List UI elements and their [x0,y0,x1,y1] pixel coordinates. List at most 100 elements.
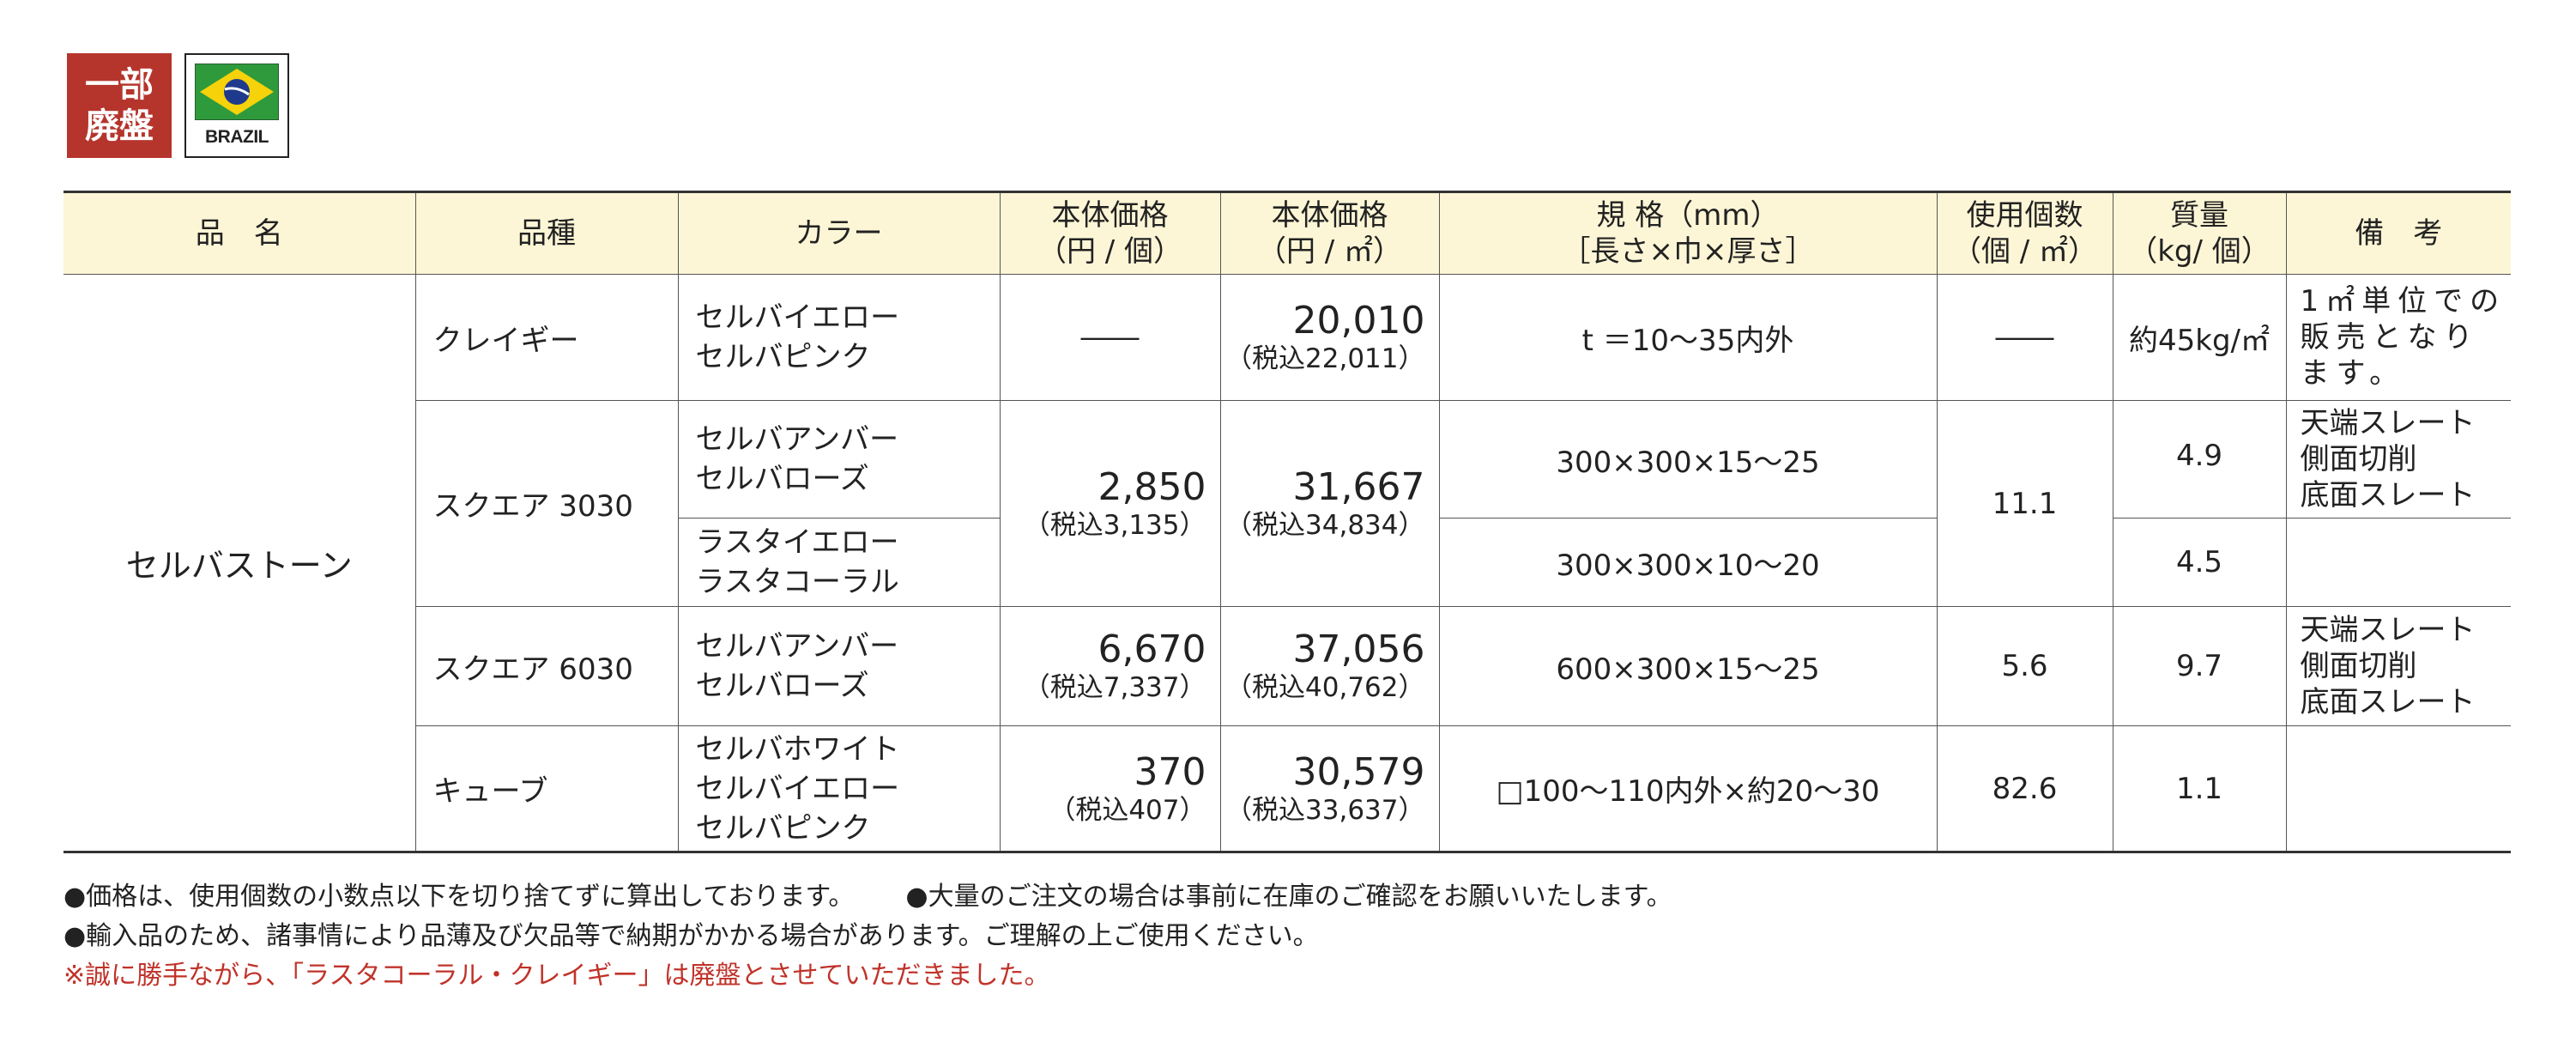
footnote-line: ●価格は、使用個数の小数点以下を切り捨てずに算出しております。 ●大量のご注文の場… [63,877,1672,917]
badge-line-2: 廃盤 [85,106,154,146]
footnote-line: ※誠に勝手ながら、「ラスタコーラル・クレイギー」は廃盤とさせていただきました。 [63,956,1672,996]
header-variety: 品種 [414,191,679,275]
color-name: セルバホワイト [695,731,900,767]
price-piece-cell: 6,670 （税込7,337） [999,606,1221,726]
table-row: スクエア 6030 セルバアンバー セルバローズ 6,670 （税込7,337）… [63,606,2511,726]
table-row: ラスタイエロー ラスタコーラル 300×300×10〜20 4.5 [63,518,2511,607]
spec-cell: 600×300×15〜25 [1438,606,1938,726]
variety-cell: キューブ [415,725,679,853]
count-cell: 11.1 [1936,400,2113,607]
footnote-import: ●輸入品のため、諸事情により品薄及び欠品等で納期がかかる場合があります。ご理解の… [63,921,1319,951]
color-name: セルバローズ [695,669,869,703]
price-sqm-cell: 37,056 （税込40,762） [1219,606,1440,726]
remarks-cell: 1㎡単位での販売となります。 [2285,274,2511,401]
price-piece-cell: 370 （税込407） [999,725,1221,853]
remark-line: 側面切削 [2300,649,2417,683]
color-name: セルバローズ [695,462,869,496]
product-name: セルバストーン [63,274,416,853]
header-weight: 質量 （kg/ 個） [2112,191,2287,275]
footnotes: ●価格は、使用個数の小数点以下を切り捨てずに算出しております。 ●大量のご注文の場… [63,877,1672,996]
price-tax: （税込33,637） [1225,794,1425,826]
count-cell: ―― [1936,274,2113,401]
weight-cell: 4.5 [2112,518,2287,607]
header-price-piece: 本体価格 （円 / 個） [999,191,1221,275]
remarks-cell [2285,518,2511,607]
price-value: 20,010 [1292,299,1425,343]
remarks-cell: 天端スレート 側面切削 底面スレート [2285,400,2511,518]
header-spec-line1: 規 格（mm） [1596,198,1780,233]
price-tax: （税込34,834） [1225,509,1425,541]
price-value: 370 [1134,749,1206,794]
price-tax: （税込22,011） [1225,343,1425,374]
remark-line: 底面スレート [2300,685,2476,719]
color-name: セルバイエロー [695,300,900,335]
country-badge: BRAZIL [184,53,289,158]
color-name: セルバアンバー [695,422,899,457]
footnote-line: ●輸入品のため、諸事情により品薄及び欠品等で納期がかかる場合があります。ご理解の… [63,917,1672,956]
spec-cell: 300×300×10〜20 [1438,518,1938,607]
price-value: 30,579 [1292,749,1425,794]
header-price-piece-line2: （円 / 個） [1037,234,1183,269]
header-count: 使用個数 （個 / ㎡） [1936,191,2113,275]
price-value: 2,850 [1098,464,1206,509]
price-piece-cell: 2,850 （税込3,135） [999,400,1221,607]
variety-cell: クレイギー [414,274,679,401]
color-cell: ラスタイエロー ラスタコーラル [678,518,1001,607]
price-value: 6,670 [1098,628,1206,671]
count-cell: 5.6 [1936,606,2113,726]
color-name: セルバイエロー [695,771,900,806]
price-sqm-cell: 20,010 （税込22,011） [1219,274,1440,401]
spec-cell: □100〜110内外×約20〜30 [1438,725,1938,853]
color-name: ラスタイエロー [695,525,899,560]
price-tax: （税込40,762） [1225,672,1425,703]
price-sqm-cell: 30,579 （税込33,637） [1219,725,1440,853]
spec-cell: t ＝10〜35内外 [1438,274,1938,401]
header-weight-line1: 質量 [2170,198,2228,233]
price-value: 37,056 [1292,628,1425,671]
remarks-cell: 天端スレート 側面切削 底面スレート [2285,606,2511,726]
price-tax: （税込3,135） [1023,509,1206,541]
footnote-discontinued: ※誠に勝手ながら、「ラスタコーラル・クレイギー」は廃盤とさせていただきました。 [63,961,1050,991]
product-spec-table: 品 名 品種 カラー 本体価格 （円 / 個） 本体価格 （円 / ㎡） 規 格… [63,191,2511,853]
price-tax: （税込407） [1049,794,1206,826]
brazil-flag-icon [195,64,279,120]
color-cell: セルバイエロー セルバピンク [677,274,1001,401]
variety-cell: スクエア 6030 [415,606,679,726]
weight-cell: 4.9 [2112,400,2287,518]
header-remarks: 備 考 [2285,191,2511,275]
price-piece-cell: ―― [999,274,1221,401]
discontinued-badge: 一部 廃盤 [67,53,172,158]
color-name: セルバピンク [695,810,871,846]
color-cell: セルバホワイト セルバイエロー セルバピンク [677,725,1001,853]
header-price-sqm-line1: 本体価格 [1271,198,1388,233]
color-name: ラスタコーラル [695,565,899,599]
color-cell: セルバアンバー セルバローズ [677,606,1001,726]
color-cell: セルバアンバー セルバローズ [677,400,1001,518]
price-value: 31,667 [1292,464,1425,509]
variety-cell: スクエア 3030 [415,400,679,607]
table-header-row: 品 名 品種 カラー 本体価格 （円 / 個） 本体価格 （円 / ㎡） 規 格… [63,191,2511,275]
country-label: BRAZIL [205,127,269,147]
weight-cell: 約45kg/㎡ [2112,274,2287,401]
remark-line: 底面スレート [2300,478,2476,512]
remark-line: 天端スレート [2300,613,2476,647]
header-price-sqm: 本体価格 （円 / ㎡） [1219,191,1440,275]
weight-cell: 1.1 [2112,725,2287,853]
header-price-sqm-line2: （円 / ㎡） [1256,234,1403,269]
header-color: カラー [677,191,1001,275]
color-name: セルバピンク [695,340,871,374]
footnote-price: ●価格は、使用個数の小数点以下を切り捨てずに算出しております。 [63,882,855,912]
spec-cell: 300×300×15〜25 [1438,400,1938,518]
header-spec-line2: ［長さ×巾×厚さ］ [1561,234,1815,269]
remarks-cell [2285,725,2511,853]
header-spec: 規 格（mm） ［長さ×巾×厚さ］ [1438,191,1938,275]
header-weight-line2: （kg/ 個） [2128,234,2271,269]
header-count-line2: （個 / ㎡） [1951,234,2098,269]
header-count-line1: 使用個数 [1966,198,2083,233]
price-sqm-cell: 31,667 （税込34,834） [1219,400,1440,607]
color-name: セルバアンバー [695,629,899,664]
remark-line: 側面切削 [2300,442,2417,476]
remark-line: 天端スレート [2300,406,2476,440]
header-name: 品 名 [63,191,416,275]
header-price-piece-line1: 本体価格 [1051,198,1169,233]
